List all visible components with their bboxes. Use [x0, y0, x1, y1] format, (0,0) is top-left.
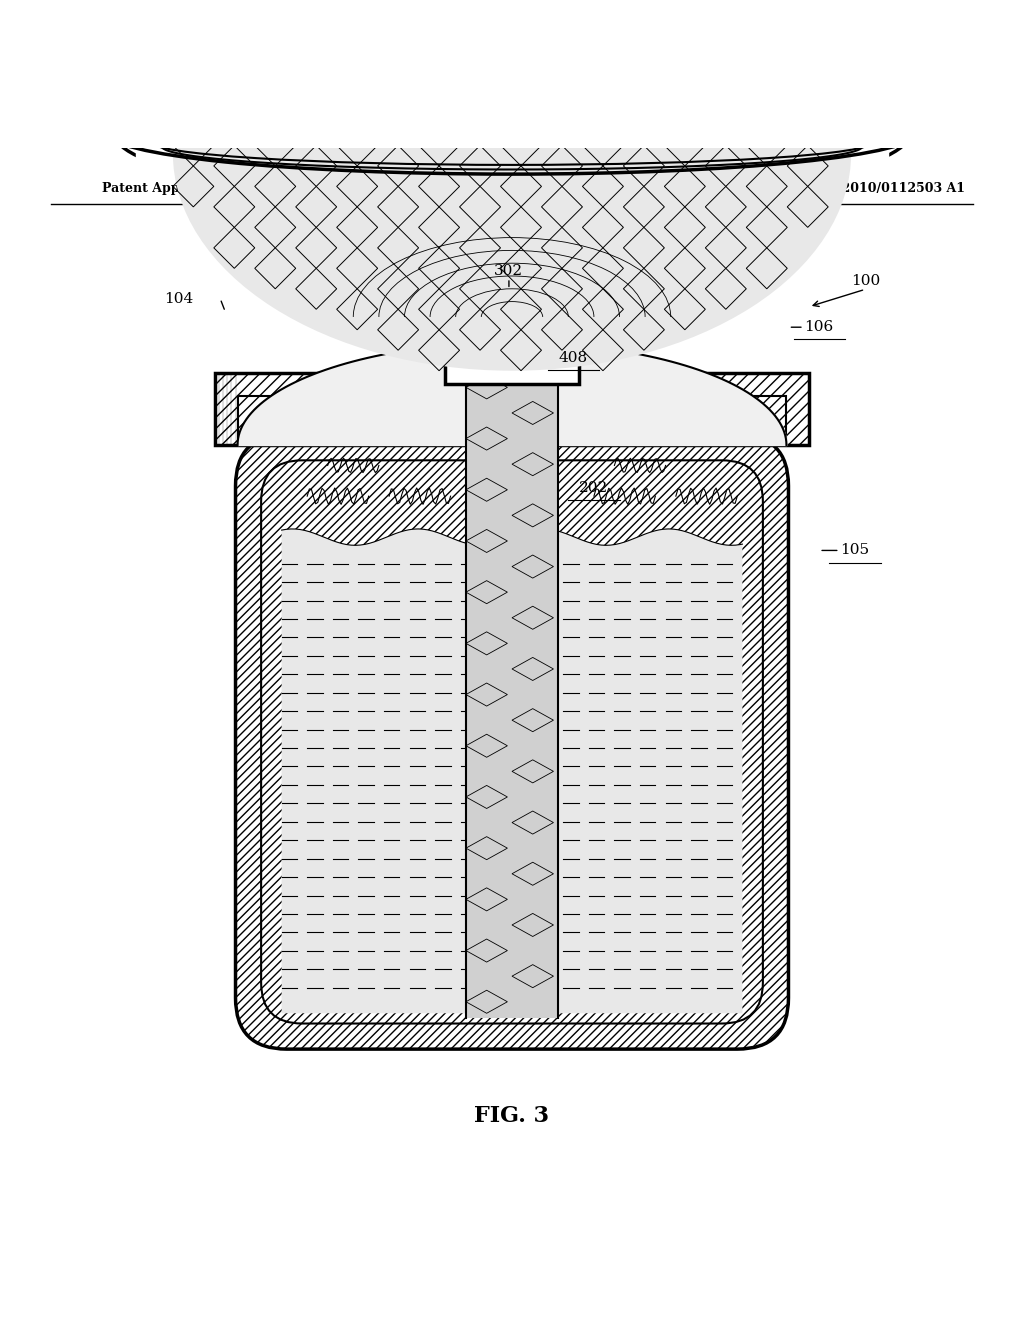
FancyBboxPatch shape: [236, 434, 788, 1049]
Text: 105: 105: [841, 544, 869, 557]
Bar: [215, 374, 809, 445]
Bar: [466, 322, 558, 1019]
Text: 202: 202: [580, 480, 608, 495]
Bar: [445, 317, 579, 384]
Text: Patent Application Publication: Patent Application Publication: [102, 182, 317, 195]
Ellipse shape: [173, 0, 851, 371]
FancyBboxPatch shape: [261, 461, 763, 1023]
Bar: [238, 396, 786, 445]
Ellipse shape: [114, 63, 910, 202]
Circle shape: [484, 345, 501, 360]
Text: 100: 100: [851, 275, 880, 288]
Circle shape: [492, 331, 508, 347]
Text: May 6, 2010   Sheet 3 of 3: May 6, 2010 Sheet 3 of 3: [421, 182, 603, 195]
Text: 408: 408: [559, 351, 588, 364]
Circle shape: [523, 345, 540, 360]
Bar: [215, 374, 809, 445]
Text: 302: 302: [495, 264, 523, 279]
Circle shape: [478, 331, 495, 347]
Circle shape: [516, 331, 532, 347]
Circle shape: [504, 345, 520, 360]
Polygon shape: [282, 529, 742, 1014]
Text: FIG. 3: FIG. 3: [474, 1105, 550, 1127]
Circle shape: [529, 331, 546, 347]
Text: 104: 104: [165, 292, 194, 305]
Circle shape: [504, 331, 520, 347]
Text: 106: 106: [805, 321, 834, 334]
Text: US 2010/0112503 A1: US 2010/0112503 A1: [817, 182, 965, 195]
Text: 406: 406: [499, 343, 525, 358]
